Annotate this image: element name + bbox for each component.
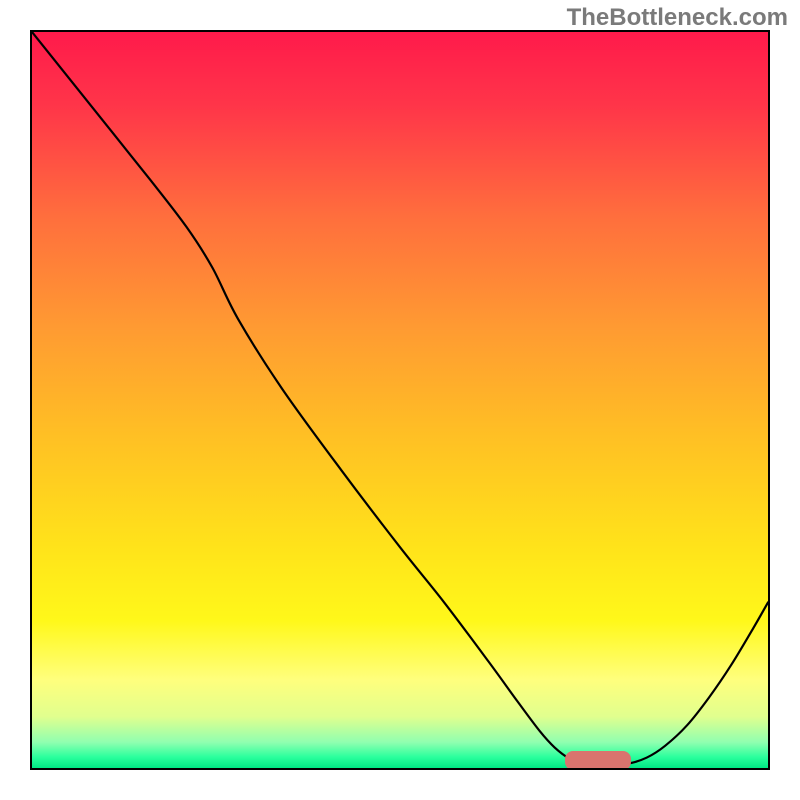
bottleneck-curve [32, 32, 768, 768]
watermark-text: TheBottleneck.com [567, 4, 788, 32]
bottleneck-chart [30, 30, 770, 770]
optimum-marker [565, 751, 632, 770]
